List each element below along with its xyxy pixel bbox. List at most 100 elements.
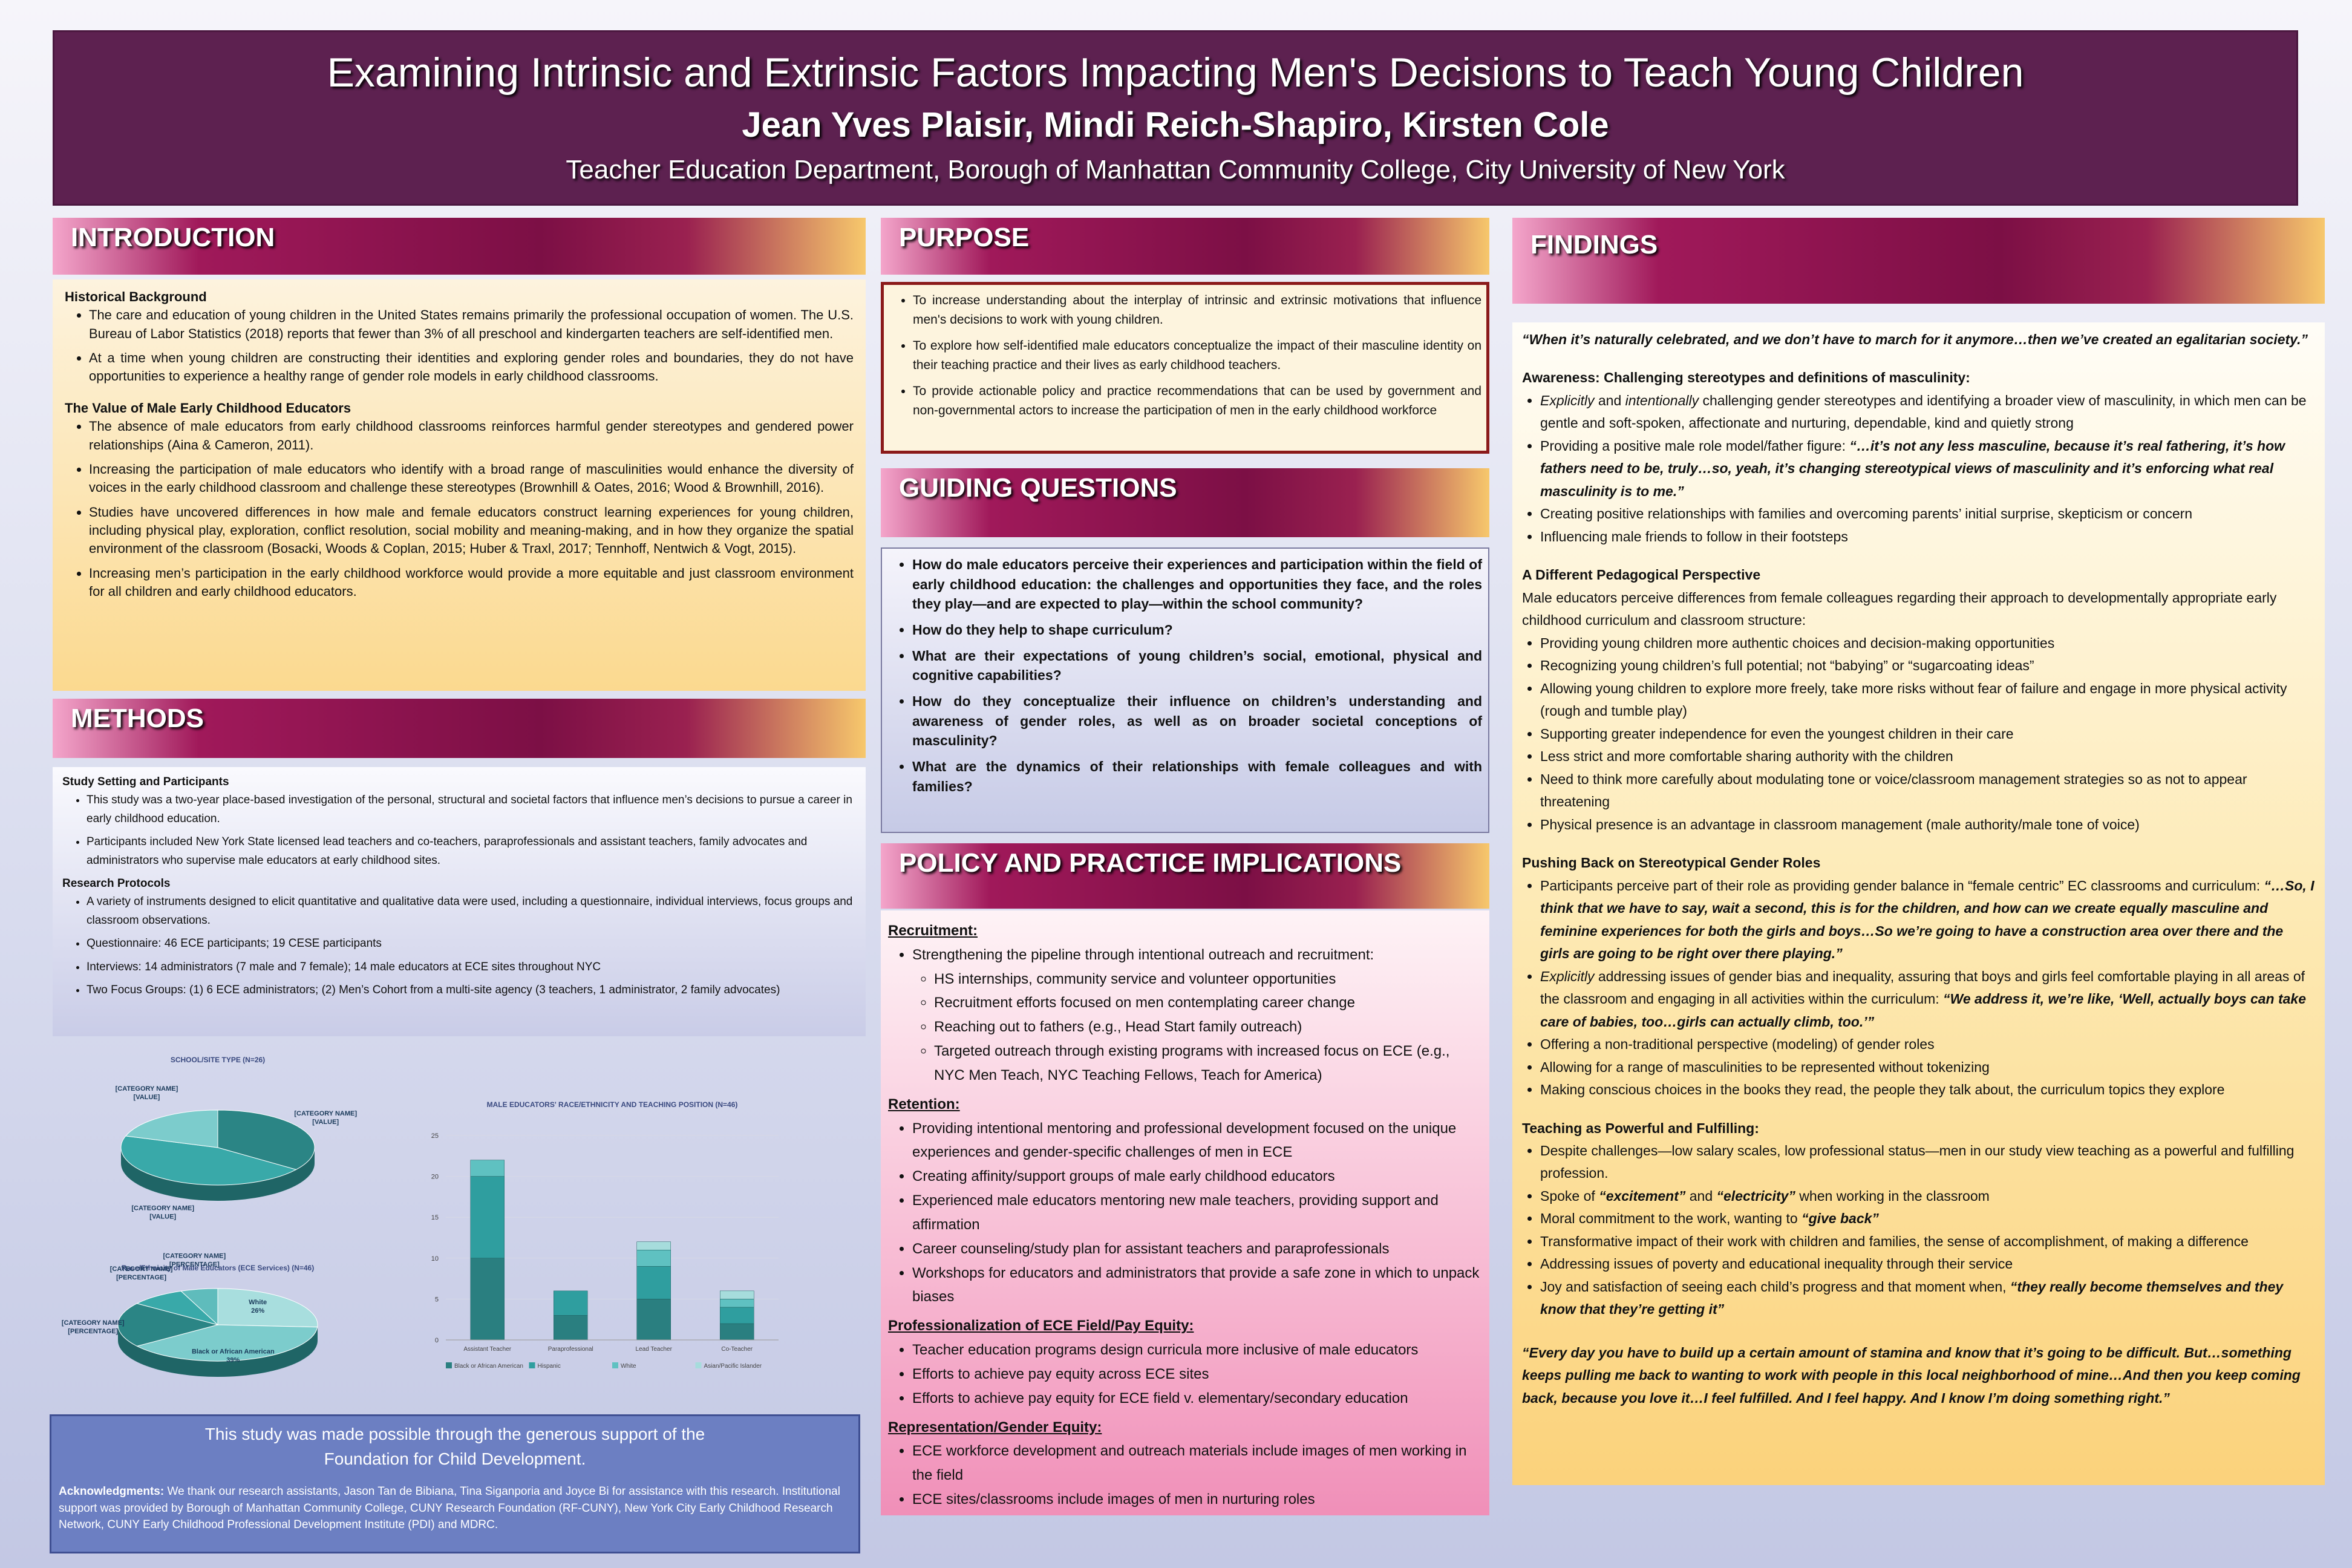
- list-item: Physical presence is an advantage in cla…: [1540, 814, 2315, 836]
- list: ECE workforce development and outreach m…: [888, 1439, 1482, 1511]
- findings: “When it’s naturally celebrated, and we …: [1512, 322, 2325, 1485]
- quote: “…So, I think that we have to say, wait …: [1540, 877, 2314, 962]
- list-item: Questionnaire: 46 ECE participants; 19 C…: [87, 935, 856, 953]
- list-item: To provide actionable policy and practic…: [913, 382, 1481, 420]
- legend-swatch: [446, 1362, 452, 1368]
- list-item: How do they help to shape curriculum?: [912, 620, 1482, 640]
- list-item: Less strict and more comfortable sharing…: [1540, 745, 2315, 768]
- introduction: Historical Background The care and educat…: [53, 279, 866, 691]
- list-item: Transformative impact of their work with…: [1540, 1230, 2315, 1253]
- legend-swatch: [695, 1362, 702, 1368]
- list-item: Experienced male educators mentoring new…: [912, 1189, 1482, 1237]
- text: We thank our research assistants, Jason …: [59, 1485, 840, 1532]
- subheading: Pushing Back on Stereotypical Gender Rol…: [1522, 855, 1821, 871]
- list-item: HS internships, community service and vo…: [934, 967, 1482, 991]
- subheading: Retention:: [888, 1096, 960, 1112]
- text: addressing issues of gender bias and ine…: [1540, 968, 2305, 1007]
- list-item: Making conscious choices in the books th…: [1540, 1079, 2315, 1101]
- pie-slice: [217, 1109, 315, 1170]
- list: The care and education of young children…: [65, 306, 854, 385]
- y-tick-label: 0: [435, 1337, 439, 1344]
- x-tick-label: Assistant Teacher: [463, 1346, 511, 1353]
- affiliation: Teacher Education Department, Borough of…: [566, 155, 1785, 185]
- chart-title: Race/Ethnicity of Male Educators (ECE Se…: [122, 1264, 314, 1272]
- list: Despite challenges—low salary scales, lo…: [1522, 1140, 2315, 1321]
- bar-segment: [636, 1299, 671, 1341]
- slice-value: 26%: [251, 1307, 264, 1315]
- section-heading: INTRODUCTION: [53, 218, 866, 275]
- quote: “We address it, we’re like, ‘Well, actua…: [1540, 991, 2307, 1030]
- list: Explicitly and intentionally challenging…: [1522, 390, 2315, 548]
- slice-label: Black or African American: [192, 1348, 275, 1356]
- slice-label: [CATEGORY NAME]: [163, 1252, 226, 1259]
- text: Moral commitment to the work, wanting to: [1540, 1210, 1802, 1227]
- chart-title: SCHOOL/SITE TYPE (N=26): [171, 1056, 265, 1064]
- subheading: Study Setting and Participants: [62, 776, 229, 788]
- list-item: Increasing the participation of male edu…: [89, 460, 854, 497]
- pie-slice: [117, 1303, 219, 1347]
- list-item: Creating positive relationships with fam…: [1540, 503, 2315, 525]
- list: Strengthening the pipeline through inten…: [888, 943, 1482, 1088]
- text: Spoke of: [1540, 1187, 1599, 1204]
- slice-value: [VALUE]: [149, 1214, 176, 1221]
- list-item: Interviews: 14 administrators (7 male an…: [87, 958, 856, 976]
- list-item: Recognizing young children’s full potent…: [1540, 655, 2315, 677]
- list-item: The care and education of young children…: [89, 306, 854, 343]
- subheading: The Value of Male Early Childhood Educat…: [65, 400, 351, 416]
- bar-segment: [720, 1307, 754, 1324]
- pie-slice: [125, 1109, 218, 1148]
- list-item: Workshops for educators and administrato…: [912, 1261, 1482, 1310]
- emphasis: intentionally: [1625, 392, 1699, 408]
- y-tick-label: 15: [431, 1214, 439, 1221]
- charts: SCHOOL/SITE TYPE (N=26) [CATEGORY NAME] [V…: [62, 1056, 779, 1377]
- legend-swatch: [529, 1362, 535, 1368]
- title: Examining Intrinsic and Extrinsic Factor…: [327, 50, 2024, 96]
- list-item: ECE sites/classrooms include images of m…: [912, 1488, 1482, 1512]
- list: A variety of instruments designed to eli…: [62, 893, 856, 999]
- list-item: To explore how self-identified male educ…: [913, 336, 1481, 374]
- list-item: At a time when young children are constr…: [89, 349, 854, 386]
- y-tick-label: 10: [431, 1255, 439, 1263]
- legend-label: White: [621, 1363, 636, 1370]
- list-item: Teacher education programs design curric…: [912, 1338, 1482, 1362]
- list: This study was a two-year place-based in…: [62, 791, 856, 870]
- subheading: Representation/Gender Equity:: [888, 1419, 1102, 1436]
- pie-slice: [136, 1324, 318, 1362]
- guiding-questions: How do male educators perceive their exp…: [881, 547, 1489, 833]
- list-item: Influencing male friends to follow in th…: [1540, 526, 2315, 548]
- emphasis: Explicitly: [1540, 392, 1595, 408]
- list-item: Targeted outreach through existing progr…: [934, 1039, 1482, 1088]
- section-heading: FINDINGS: [1512, 218, 2325, 304]
- list-item: Participants included New York State lic…: [87, 833, 856, 870]
- y-tick-label: 25: [431, 1132, 439, 1140]
- list-item: Recruitment efforts focused on men conte…: [934, 991, 1482, 1015]
- subheading: A Different Pedagogical Perspective: [1522, 567, 1761, 583]
- pie-slice: [120, 1135, 297, 1186]
- bar-segment: [470, 1176, 505, 1259]
- list-item: This study was a two-year place-based in…: [87, 791, 856, 828]
- text: Participants perceive part of their role…: [1540, 877, 2264, 893]
- bar-segment: [636, 1266, 671, 1299]
- list-item: Joy and satisfaction of seeing each chil…: [1540, 1276, 2315, 1321]
- list: How do male educators perceive their exp…: [888, 555, 1482, 796]
- text: Joy and satisfaction of seeing each chil…: [1540, 1278, 2010, 1295]
- slice-value: [PERCENTAGE]: [169, 1261, 220, 1268]
- bar-segment: [554, 1315, 588, 1341]
- section-heading: GUIDING QUESTIONS: [881, 468, 1489, 537]
- list-item: Creating affinity/support groups of male…: [912, 1165, 1482, 1189]
- list-item: Efforts to achieve pay equity for ECE fi…: [912, 1387, 1482, 1411]
- list-item: How do male educators perceive their exp…: [912, 555, 1482, 614]
- pie-slice: [136, 1290, 218, 1325]
- text: when working in the classroom: [1795, 1187, 1990, 1204]
- text: Providing a positive male role model/fat…: [1540, 437, 1850, 454]
- legend-label: Asian/Pacific Islander: [704, 1363, 762, 1370]
- legend-label: Hispanic: [538, 1363, 561, 1370]
- section-heading: POLICY AND PRACTICE IMPLICATIONS: [881, 843, 1489, 909]
- header: Examining Intrinsic and Extrinsic Factor…: [53, 30, 2298, 206]
- quote: “When it’s naturally celebrated, and we …: [1522, 332, 2308, 347]
- bar-segment: [720, 1299, 754, 1308]
- list-item: Addressing issues of poverty and educati…: [1540, 1253, 2315, 1275]
- methods: Study Setting and Participants This study…: [53, 767, 866, 1036]
- pie-slice: [217, 1288, 318, 1328]
